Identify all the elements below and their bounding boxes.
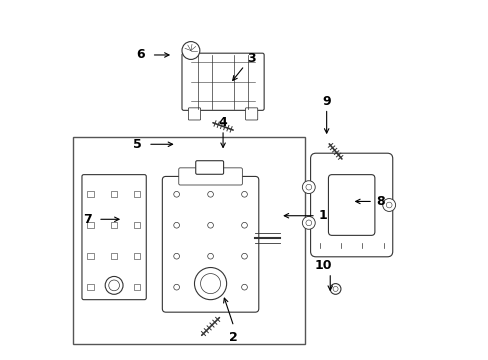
Circle shape [182, 41, 200, 59]
FancyBboxPatch shape [82, 175, 146, 300]
Circle shape [305, 220, 311, 226]
Circle shape [207, 192, 213, 197]
Circle shape [173, 284, 179, 290]
Bar [134, 253, 140, 259]
Text: 9: 9 [322, 95, 330, 108]
Circle shape [173, 192, 179, 197]
FancyBboxPatch shape [162, 176, 258, 312]
Bar [87, 222, 94, 228]
Circle shape [241, 222, 247, 228]
FancyBboxPatch shape [310, 153, 392, 257]
Circle shape [173, 253, 179, 259]
Bar [134, 192, 140, 197]
Circle shape [305, 184, 311, 190]
Text: 5: 5 [133, 138, 142, 151]
Bar [110, 253, 117, 259]
Circle shape [207, 284, 213, 290]
FancyBboxPatch shape [195, 161, 223, 174]
Circle shape [241, 284, 247, 290]
Text: 10: 10 [314, 259, 331, 272]
FancyBboxPatch shape [188, 108, 200, 120]
Circle shape [332, 287, 337, 292]
Circle shape [105, 276, 123, 294]
Circle shape [194, 267, 226, 300]
Circle shape [207, 253, 213, 259]
Text: 6: 6 [136, 49, 145, 62]
Bar [110, 284, 117, 290]
Bar [87, 253, 94, 259]
Text: 1: 1 [318, 209, 327, 222]
Circle shape [302, 216, 315, 229]
FancyBboxPatch shape [182, 53, 264, 111]
Bar [134, 284, 140, 290]
Circle shape [329, 284, 340, 294]
Circle shape [200, 274, 220, 294]
Circle shape [241, 192, 247, 197]
Circle shape [302, 181, 315, 194]
Circle shape [241, 253, 247, 259]
FancyBboxPatch shape [179, 168, 242, 185]
Bar [110, 192, 117, 197]
Circle shape [207, 222, 213, 228]
Bar [134, 222, 140, 228]
Text: 4: 4 [218, 116, 227, 129]
Bar [73, 137, 305, 344]
Bar [87, 284, 94, 290]
Circle shape [386, 202, 391, 208]
Circle shape [173, 222, 179, 228]
FancyBboxPatch shape [245, 108, 257, 120]
Bar [110, 222, 117, 228]
Text: 2: 2 [229, 331, 238, 344]
Text: 7: 7 [83, 213, 92, 226]
Text: 3: 3 [247, 52, 255, 65]
Circle shape [382, 199, 395, 211]
Text: 8: 8 [375, 195, 384, 208]
Bar [87, 192, 94, 197]
Circle shape [108, 280, 119, 291]
FancyBboxPatch shape [328, 175, 374, 235]
